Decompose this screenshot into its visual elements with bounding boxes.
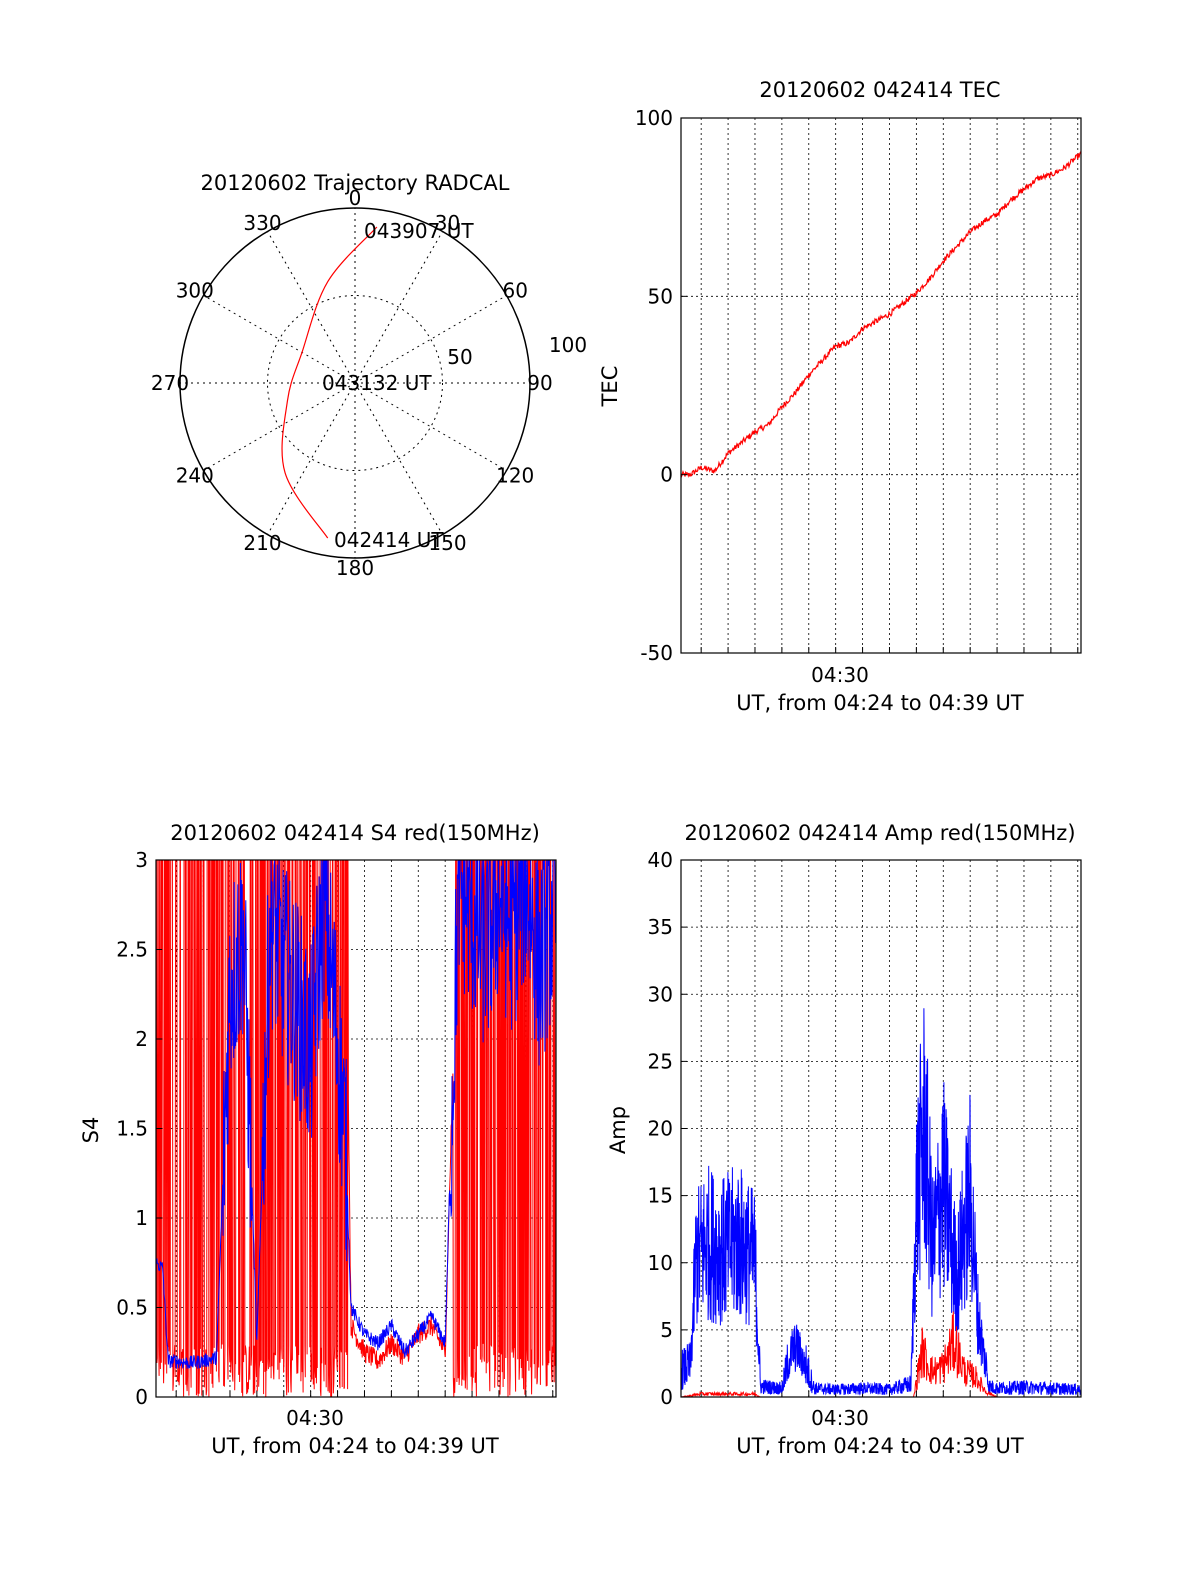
amp-y-tick-label: 30 [648,982,673,1006]
amp-y-tick-label: 15 [648,1184,673,1208]
s4-y-tick-label: 1.5 [116,1117,148,1141]
s4-y-tick-label: 0 [135,1385,148,1409]
polar-outer-ring [179,207,531,559]
amp-y-tick-label: 5 [660,1318,673,1342]
polar-spoke-60 [354,295,507,384]
tec-y-ticks: 100 50 0 -50 [635,106,687,665]
amp-y-axis-label: Amp [606,1106,630,1154]
polar-title: 20120602 Trajectory RADCAL [201,171,510,195]
polar-spoke-240 [203,382,356,471]
s4-x-axis-label: UT, from 04:24 to 04:39 UT [211,1434,499,1458]
amp-y-tick-label: 10 [648,1251,673,1275]
polar-azimuth-label-240: 240 [176,464,214,488]
tec-y-tick-label: -50 [640,641,673,665]
s4-y-tick-label: 1 [135,1206,148,1230]
tec-plot-frame [680,117,1082,654]
amp-y-tick-label: 35 [648,915,673,939]
amp-x-tick-label: 04:30 [811,1406,869,1430]
tec-grid [681,117,1081,654]
tec-chart: 20120602 042414 TEC 100 50 0 -50 04:30 UT, … [598,78,1082,715]
tec-y-tick-label: 0 [660,463,673,487]
amp-grid [681,859,1081,1398]
s4-y-tick-label: 2.5 [116,938,148,962]
polar-azimuth-label-180: 180 [336,556,374,580]
amp-y-tick-label: 40 [648,848,673,872]
tec-y-tick-label: 100 [635,106,673,130]
tec-x-axis-label: UT, from 04:24 to 04:39 UT [736,691,1024,715]
polar-spoke-30 [354,231,443,384]
trajectory-track [281,226,378,539]
tec-y-axis-label: TEC [598,366,622,408]
polar-spoke-120 [354,382,507,471]
track-label-start: 042414 UT [334,528,444,552]
tec-series-line [680,151,1082,478]
s4-y-tick-label: 2 [135,1027,148,1051]
polar-azimuth-labels: 0 30 60 90 120 150 180 210 240 270 300 330 [151,186,553,580]
amp-chart: 20120602 042414 Amp red(150MHz) 40 35 30 25… [606,821,1082,1458]
polar-ring-label-50: 50 [447,345,472,369]
s4-chart: 20120602 042414 S4 red(150MHz) 3 2.5 2 1.5 1… [79,821,557,1458]
polar-azimuth-label-60: 60 [502,279,527,303]
track-label-mid: 043132 UT [322,371,432,395]
amp-x-axis-label: UT, from 04:24 to 04:39 UT [736,1434,1024,1458]
polar-spoke-150 [354,382,443,535]
polar-grid [180,208,530,558]
s4-y-tick-label: 0.5 [116,1296,148,1320]
track-label-end: 043907 UT [364,219,474,243]
amp-y-ticks: 40 35 30 25 20 15 10 5 0 [648,848,687,1409]
polar-spoke-210 [267,382,356,535]
polar-azimuth-label-0: 0 [349,186,362,210]
polar-spoke-300 [203,295,356,384]
polar-azimuth-label-30: 30 [435,211,460,235]
polar-azimuth-label-150: 150 [428,531,466,555]
polar-azimuth-label-90: 90 [527,371,552,395]
polar-azimuth-label-330: 330 [243,211,281,235]
amp-blue-series [680,1008,1082,1396]
tec-x-tick-label: 04:30 [811,663,869,687]
s4-y-tick-label: 3 [135,848,148,872]
polar-spoke-330 [267,231,356,384]
s4-y-axis-label: S4 [79,1117,103,1144]
polar-trajectory-chart: 20120602 Trajectory RADCAL 0 30 60 90 120 150… [151,171,587,580]
s4-y-ticks: 3 2.5 2 1.5 1 0.5 0 [116,848,162,1409]
amp-y-tick-label: 25 [648,1049,673,1073]
polar-azimuth-label-120: 120 [496,464,534,488]
amp-y-tick-label: 0 [660,1385,673,1409]
s4-x-tick-label: 04:30 [286,1406,344,1430]
amp-y-tick-label: 20 [648,1117,673,1141]
tec-title: 20120602 042414 TEC [759,78,1000,102]
s4-title: 20120602 042414 S4 red(150MHz) [170,821,540,845]
polar-azimuth-label-210: 210 [243,531,281,555]
tec-y-tick-label: 50 [648,284,673,308]
polar-azimuth-label-270: 270 [151,371,189,395]
polar-ring-50 [267,295,443,471]
polar-azimuth-label-300: 300 [176,279,214,303]
amp-red-series [681,1311,998,1398]
polar-ring-label-100: 100 [549,333,587,357]
amp-title: 20120602 042414 Amp red(150MHz) [684,821,1075,845]
